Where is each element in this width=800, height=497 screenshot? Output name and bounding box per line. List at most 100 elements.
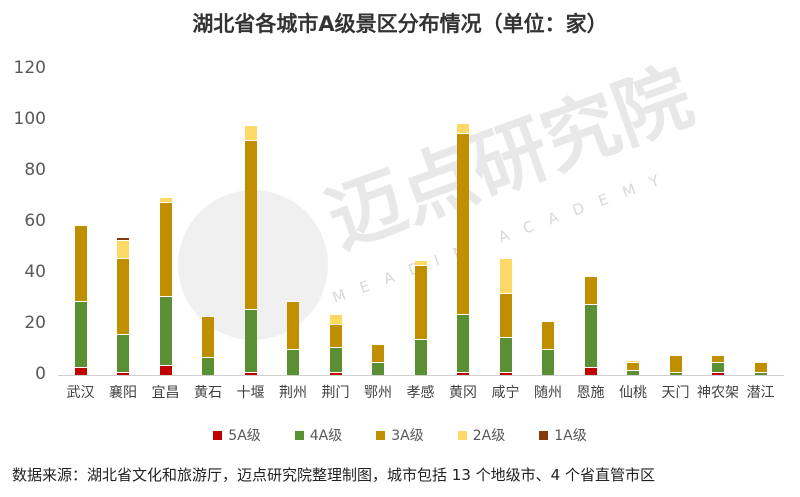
bar-segment-3A级 xyxy=(542,321,554,350)
bar-segment-4A级 xyxy=(202,357,214,375)
x-tick-label: 黄石 xyxy=(194,385,222,401)
bar-segment-4A级 xyxy=(74,301,87,368)
bar-segment-4A级 xyxy=(457,313,469,373)
bar-segment-3A级 xyxy=(584,275,597,304)
legend-item: 5A级 xyxy=(213,425,261,445)
bar-stack xyxy=(754,362,767,375)
x-tick-label: 襄阳 xyxy=(109,385,137,401)
bar-segment-4A级 xyxy=(329,346,342,373)
x-tick-label: 宜昌 xyxy=(151,385,180,401)
bar-stack xyxy=(329,313,342,375)
bar-stack xyxy=(627,359,639,375)
bar-stack xyxy=(457,122,469,375)
bar-segment-4A级 xyxy=(627,369,639,375)
bar-segment-3A级 xyxy=(457,132,469,314)
y-tick-label: 120 xyxy=(13,58,46,78)
bar-segment-3A级 xyxy=(202,316,214,358)
x-tick-label: 恩施 xyxy=(576,385,605,401)
bar-segment-2A级 xyxy=(159,196,172,202)
legend-label: 4A级 xyxy=(309,428,343,444)
bar-segment-3A级 xyxy=(372,344,384,363)
legend-label: 3A级 xyxy=(391,428,424,444)
bar-stack xyxy=(287,301,299,375)
x-tick-label: 潜江 xyxy=(746,385,775,401)
bar-segment-5A级 xyxy=(244,372,257,375)
legend-item: 4A级 xyxy=(294,425,343,445)
legend-swatch-icon xyxy=(376,430,386,440)
y-tick-label: 40 xyxy=(24,262,46,282)
bar-segment-3A级 xyxy=(244,140,257,309)
bar-segment-4A级 xyxy=(372,362,384,375)
bar-segment-5A级 xyxy=(499,372,512,375)
bar-stack xyxy=(74,224,87,375)
bar-segment-3A级 xyxy=(669,354,682,373)
x-tick-label: 孝感 xyxy=(406,385,435,401)
bar-stack xyxy=(414,260,427,375)
bar-stack xyxy=(244,125,257,375)
x-tick-label: 武汉 xyxy=(66,385,95,401)
x-tick-label: 十堰 xyxy=(236,385,265,401)
legend-swatch-icon xyxy=(457,430,467,440)
legend-swatch-icon xyxy=(539,430,549,440)
legend-item: 1A级 xyxy=(539,425,587,445)
bar-segment-4A级 xyxy=(584,303,597,368)
bar-segment-3A级 xyxy=(414,265,427,340)
x-tick-label: 黄冈 xyxy=(449,385,477,401)
bar-segment-4A级 xyxy=(499,336,512,373)
chart-title: 湖北省各城市A级景区分布情况（单位：家） xyxy=(192,12,608,36)
bar-segment-5A级 xyxy=(584,367,597,375)
y-tick-label: 0 xyxy=(35,364,46,384)
legend-label: 2A级 xyxy=(472,428,506,444)
bar-segment-5A级 xyxy=(712,372,724,375)
bar-segment-3A级 xyxy=(329,324,342,347)
legend: 5A级 4A级 3A级 2A级 1A级 xyxy=(0,425,800,445)
y-tick-label: 100 xyxy=(13,109,46,129)
y-tick-label: 20 xyxy=(24,313,46,333)
bar-segment-4A级 xyxy=(669,372,682,375)
bar-segment-5A级 xyxy=(457,372,469,375)
bar-stack xyxy=(117,237,129,375)
bar-stack xyxy=(542,321,554,375)
bar-segment-2A级 xyxy=(414,260,427,266)
legend-swatch-icon xyxy=(213,430,223,440)
bar-segment-5A级 xyxy=(74,367,87,375)
bar-segment-4A级 xyxy=(117,334,129,373)
bar-segment-5A级 xyxy=(117,372,129,375)
bar-segment-3A级 xyxy=(159,201,172,296)
legend-label: 5A级 xyxy=(228,428,261,444)
legend-item: 3A级 xyxy=(376,425,424,445)
bar-segment-4A级 xyxy=(159,295,172,365)
bar-segment-4A级 xyxy=(712,362,724,373)
bar-segment-4A级 xyxy=(244,308,257,373)
x-tick-label: 神农架 xyxy=(697,385,739,401)
bar-segment-1A级 xyxy=(117,237,129,240)
x-tick-label: 荆门 xyxy=(321,385,350,401)
bar-segment-5A级 xyxy=(329,372,342,375)
bar-segment-3A级 xyxy=(712,354,724,363)
x-tick-label: 天门 xyxy=(661,385,690,401)
legend-swatch-icon xyxy=(294,430,304,440)
bar-segment-2A级 xyxy=(457,122,469,133)
bar-segment-2A级 xyxy=(244,125,257,141)
x-tick-label: 咸宁 xyxy=(491,385,520,401)
y-tick-label: 60 xyxy=(24,211,46,231)
bar-segment-2A级 xyxy=(329,313,342,324)
plot-area: 0 20 40 60 80 100 120 武汉 襄阳 宜昌 黄石 十堰 荆州 荆门 鄂州 孝感 黄冈 咸宁 随州恩… xyxy=(13,58,775,401)
bar-stack xyxy=(584,275,597,375)
x-tick-label: 仙桃 xyxy=(619,385,647,401)
source-note: 数据来源：湖北省文化和旅游厅，迈点研究院整理制图，城市包括 13 个地级市、4 … xyxy=(12,466,655,484)
bar-segment-3A级 xyxy=(287,301,299,350)
bar-stack xyxy=(499,257,512,375)
y-tick-label: 80 xyxy=(24,160,46,180)
x-tick-label: 鄂州 xyxy=(364,385,392,401)
x-tick-label: 荆州 xyxy=(279,385,307,401)
bar-segment-4A级 xyxy=(287,349,299,375)
bar-stack xyxy=(202,316,214,375)
bar-stack xyxy=(669,354,682,375)
bar-segment-2A级 xyxy=(499,257,512,294)
bar-segment-2A级 xyxy=(627,359,639,363)
bar-segment-3A级 xyxy=(117,257,129,335)
bar-stack xyxy=(712,354,724,375)
legend-item: 2A级 xyxy=(457,425,506,445)
bar-stack xyxy=(159,196,172,375)
